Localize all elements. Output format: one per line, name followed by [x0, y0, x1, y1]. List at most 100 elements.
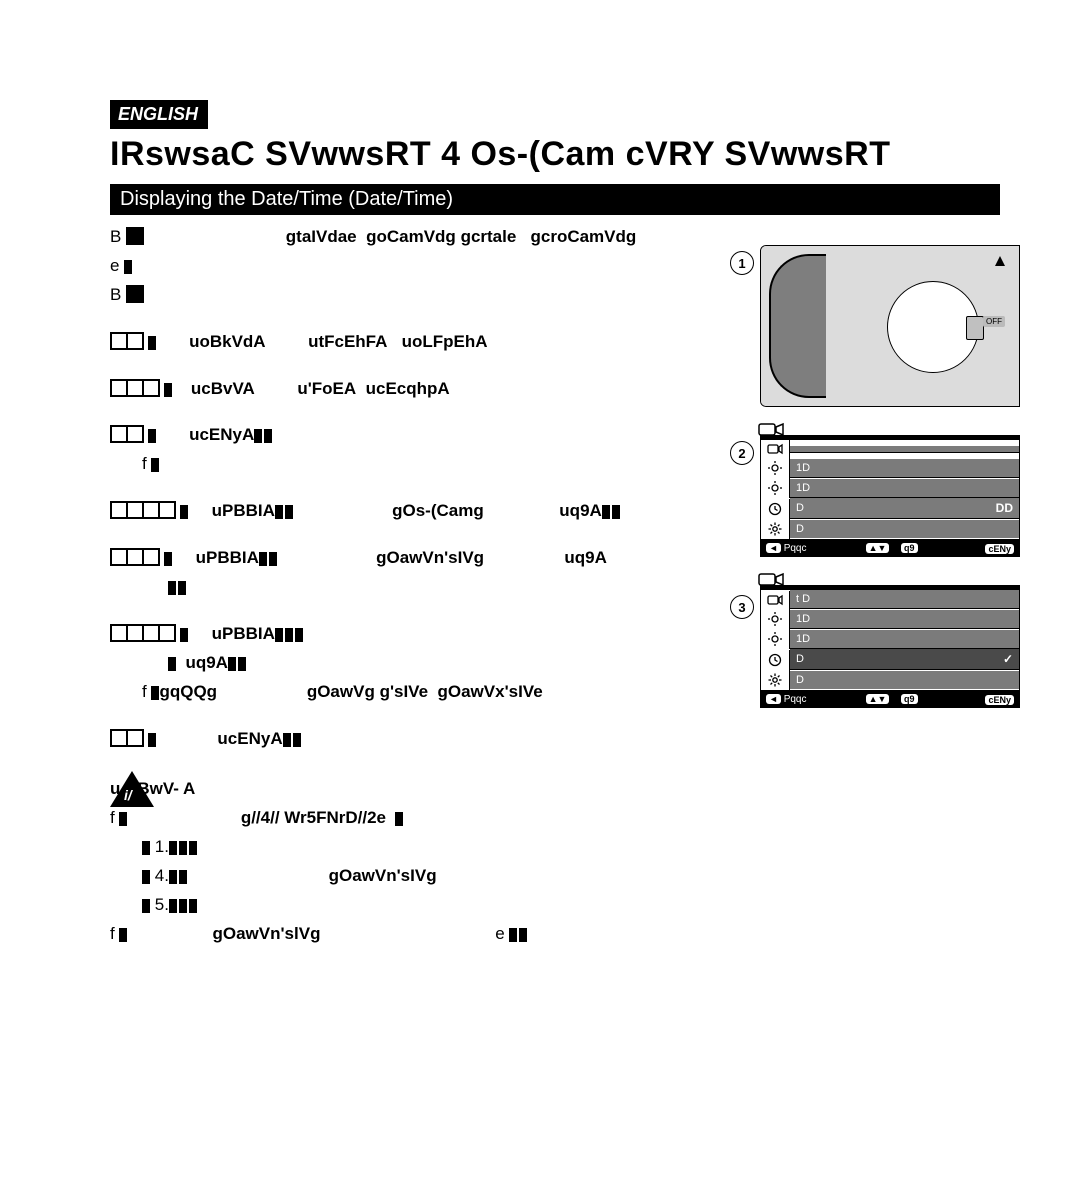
osd-row-content: t D: [790, 590, 1019, 609]
black-square-icon: [238, 657, 246, 671]
step-6: uPBBIA uq9A f gqQQg gOawVg g'sIVe gOawVx…: [110, 620, 680, 707]
black-square-icon: [142, 841, 150, 855]
power-switch-illustration: OFF: [760, 245, 1020, 407]
osd-row-content: 1D: [790, 459, 1019, 478]
note-1-sub2: 4. gOawVn'sIVg: [142, 862, 680, 891]
black-square-icon: [168, 581, 176, 595]
black-square-icon: [519, 928, 527, 942]
sun-icon: [761, 478, 790, 498]
black-square-icon: [148, 733, 156, 747]
sun-icon: [761, 458, 790, 478]
step-7: ucENyA: [110, 725, 680, 754]
language-badge: ENGLISH: [110, 100, 208, 129]
outlined-square-icon: [126, 332, 144, 350]
black-square-icon: [254, 429, 262, 443]
black-square-icon: [142, 870, 150, 884]
osd-row-content: 1D: [790, 610, 1019, 629]
sun-icon: [761, 629, 790, 649]
outlined-square-icon: [142, 379, 160, 397]
cam-icon: [761, 440, 790, 458]
step-5: uPBBIA gOawVn'sIVg uq9A: [110, 544, 680, 602]
osd-row: D: [761, 519, 1019, 539]
black-square-icon: [612, 505, 620, 519]
off-label: OFF: [983, 316, 1005, 327]
outlined-square-icon: [126, 425, 144, 443]
page-title: IRswsaC SVwwsRT 4 Os-(Cam cVRY SVwwsRT: [110, 135, 1000, 174]
osd-row-content: DDD: [790, 498, 1019, 519]
black-square-icon: [119, 928, 127, 942]
outlined-square-icon: [158, 624, 176, 642]
black-square-icon: [148, 336, 156, 350]
black-square-icon: [179, 841, 187, 855]
black-square-icon: [293, 733, 301, 747]
black-square-icon: [509, 928, 517, 942]
black-square-icon: [168, 657, 176, 671]
black-square-icon: [169, 841, 177, 855]
black-square-icon: [119, 812, 127, 826]
black-square-icon: [228, 657, 236, 671]
black-square-icon: [179, 870, 187, 884]
black-square-icon: [275, 628, 283, 642]
notes-heading: u NBwV- A: [110, 775, 680, 804]
black-square-icon: [151, 458, 159, 472]
black-square-icon: [126, 285, 144, 303]
illustration-column: 1 OFF 2 1D1DDDDD ◄ Pqqc ▲▼ q9 cENy: [730, 245, 1020, 708]
osd-row: D✓: [761, 649, 1019, 670]
black-square-icon: [180, 628, 188, 642]
outlined-square-icon: [126, 729, 144, 747]
osd-navbar: ◄ Pqqc ▲▼ q9 cENy: [760, 691, 1020, 708]
black-square-icon: [178, 581, 186, 595]
osd-row-content: 1D: [790, 630, 1019, 649]
note-2: f gOawVn'slVg e: [110, 920, 680, 949]
black-square-icon: [283, 733, 291, 747]
osd-screen-1: 1D1DDDDD ◄ Pqqc ▲▼ q9 cENy: [760, 435, 1020, 557]
note-triangle-icon: i/: [110, 771, 146, 807]
black-square-icon: [269, 552, 277, 566]
note-1-sub3: 5.: [142, 891, 680, 920]
black-square-icon: [275, 505, 283, 519]
osd-row-content: D✓: [790, 649, 1019, 670]
section-heading: Displaying the Date/Time (Date/Time): [110, 184, 1000, 215]
black-square-icon: [180, 505, 188, 519]
black-square-icon: [285, 628, 293, 642]
step-2: ucBvVA u'FoEA ucEcqhpA: [110, 375, 680, 404]
black-square-icon: [602, 505, 610, 519]
step-6-sub: f gqQQg gOawVg g'sIVe gOawVx'sIVe: [142, 678, 680, 707]
intro-line-2: B: [110, 281, 680, 310]
step-3-sub: f: [142, 450, 680, 479]
camcorder-icon: [758, 571, 784, 587]
black-square-icon: [295, 628, 303, 642]
intro-line-1: B gtaIVdae goCamVdg gcrtale gcroCamVdg e: [110, 223, 680, 281]
black-square-icon: [189, 841, 197, 855]
black-square-icon: [259, 552, 267, 566]
black-square-icon: [285, 505, 293, 519]
callout-2: 2: [730, 441, 754, 465]
black-square-icon: [395, 812, 403, 826]
step-5-sub: [168, 573, 680, 602]
cam-icon: [761, 591, 790, 609]
manual-page: ENGLISH IRswsaC SVwwsRT 4 Os-(Cam cVRY S…: [0, 0, 1080, 1177]
osd-row-content: 1D: [790, 479, 1019, 498]
osd-row: D: [761, 670, 1019, 690]
sun-icon: [761, 609, 790, 629]
osd-row: 1D: [761, 629, 1019, 649]
note-1: f g//4// Wr5FNrD//2e 1. 4. gOawVn'sIVg 5…: [110, 804, 680, 920]
gear-icon: [761, 519, 790, 539]
black-square-icon: [169, 870, 177, 884]
black-square-icon: [169, 899, 177, 913]
osd-row: 1D: [761, 458, 1019, 478]
callout-1: 1: [730, 251, 754, 275]
osd-navbar: ◄ Pqqc ▲▼ q9 cENy: [760, 540, 1020, 557]
step-1: uoBkVdA utFcEhFA uoLFpEhA: [110, 328, 680, 357]
arrow-icon: [993, 254, 1007, 268]
osd-row-content: D: [790, 520, 1019, 538]
black-square-icon: [189, 899, 197, 913]
black-square-icon: [148, 429, 156, 443]
osd-screen-2: t D1D1DD✓D ◄ Pqqc ▲▼ q9 cENy: [760, 585, 1020, 708]
black-square-icon: [142, 899, 150, 913]
clock-icon: [761, 499, 790, 519]
black-square-icon: [264, 429, 272, 443]
osd-row-content: [790, 446, 1019, 453]
osd-row: 1D: [761, 609, 1019, 629]
gear-icon: [761, 670, 790, 690]
